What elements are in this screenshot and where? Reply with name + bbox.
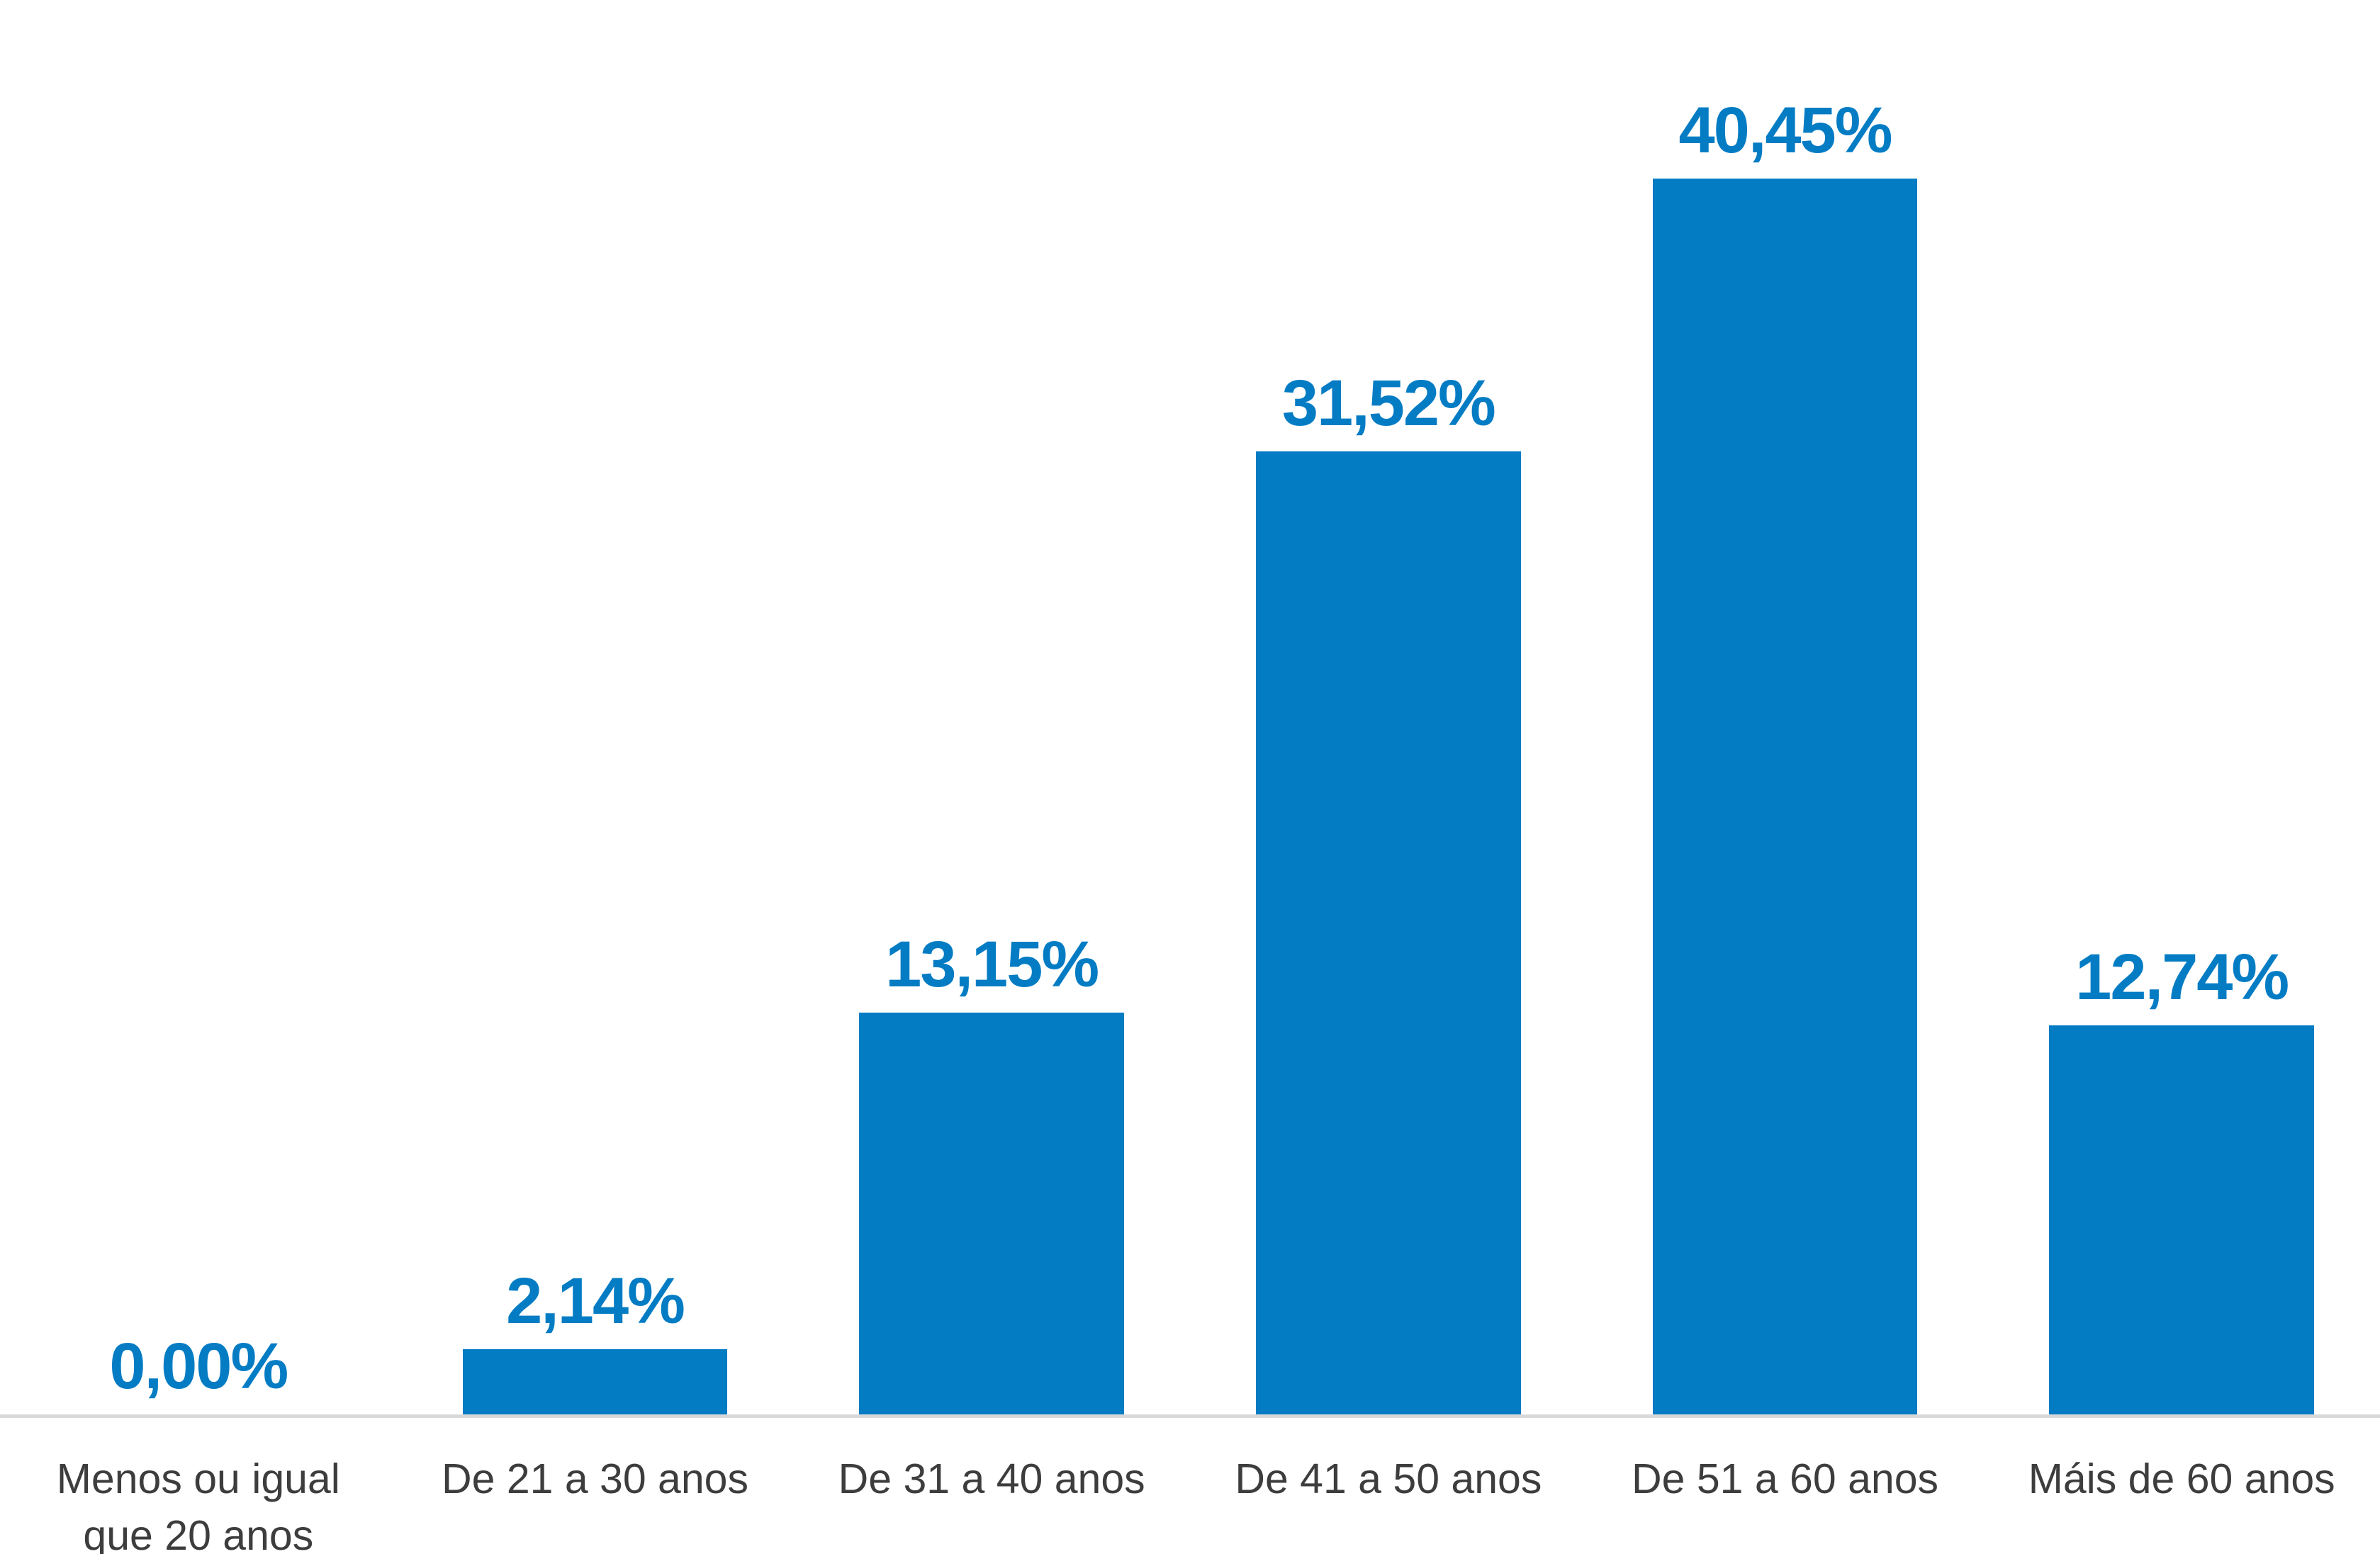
bar	[1652, 179, 1918, 1414]
category-label: Menos ou igual que 20 anos	[56, 1456, 340, 1554]
category-label: De 41 a 50 anos	[1235, 1456, 1542, 1502]
data-label: 2,14%	[506, 1264, 685, 1337]
data-label: 0,00%	[109, 1330, 288, 1402]
data-label: 31,52%	[1281, 367, 1496, 440]
category-label: De 21 a 30 anos	[442, 1456, 748, 1502]
bar-group: 0,00%	[0, 0, 397, 1414]
bar	[462, 1349, 728, 1414]
bar-group: 12,74%	[1983, 0, 2380, 1414]
bar-group: 13,15%	[793, 0, 1190, 1414]
category-label: Máis de 60 anos	[2028, 1456, 2335, 1502]
bar	[859, 1013, 1125, 1414]
x-axis-line	[0, 1414, 2380, 1418]
bar-group: 40,45%	[1587, 0, 1984, 1414]
data-label: 12,74%	[2075, 940, 2289, 1013]
bar	[2049, 1025, 2315, 1414]
bar	[1255, 451, 1521, 1414]
data-label: 13,15%	[885, 928, 1099, 1001]
plot-area: 0,00% 2,14% 13,15% 31,52% 40,45% 12,74%	[0, 0, 2380, 1414]
category-label: De 51 a 60 anos	[1632, 1456, 1939, 1502]
bar-group: 31,52%	[1190, 0, 1587, 1414]
bar-group: 2,14%	[397, 0, 794, 1414]
x-axis-labels: Menos ou igual que 20 anos De 21 a 30 an…	[0, 1418, 2380, 1554]
data-label: 40,45%	[1678, 94, 1893, 167]
category-label: De 31 a 40 anos	[838, 1456, 1145, 1502]
